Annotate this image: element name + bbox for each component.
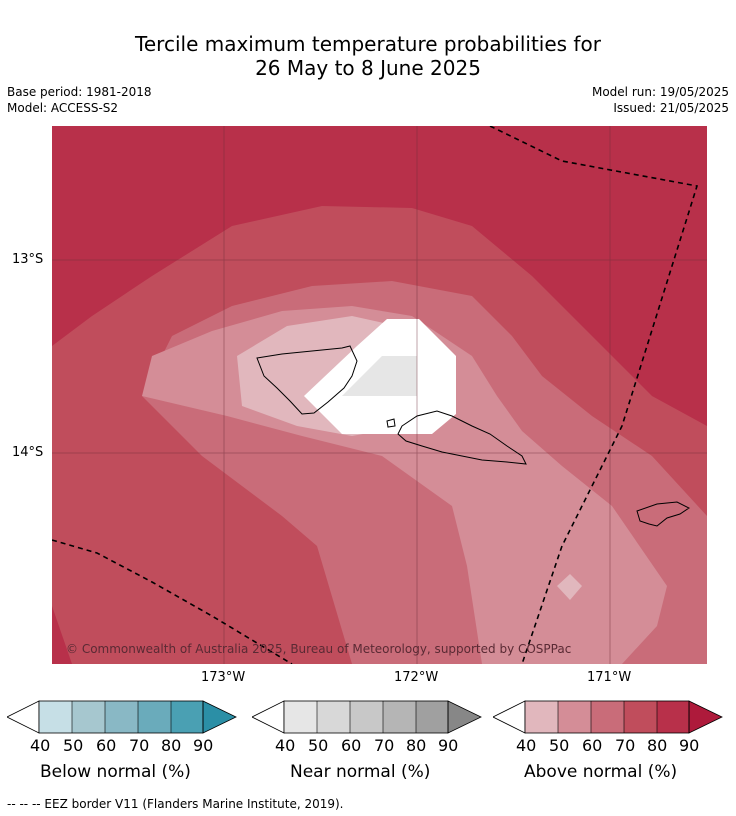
savaii-island xyxy=(256,345,358,415)
legend-below-tick-70: 70 xyxy=(129,736,150,755)
legend-near-tick-60: 60 xyxy=(341,736,362,755)
legend-near-tick-40: 40 xyxy=(275,736,296,755)
legend-below-tick-90: 90 xyxy=(193,736,214,755)
map-canvas xyxy=(52,126,707,664)
colorbar-below-normal xyxy=(6,700,237,734)
legend-above-tick-40: 40 xyxy=(516,736,537,755)
legend-below-caption: Below normal (%) xyxy=(40,762,191,782)
legend-above-tick-50: 50 xyxy=(549,736,570,755)
eez-footnote: -- -- -- EEZ border V11 (Flanders Marine… xyxy=(7,797,344,811)
zone-near-normal xyxy=(342,356,417,396)
legend-near-tick-70: 70 xyxy=(374,736,395,755)
legend-above-caption: Above normal (%) xyxy=(524,762,678,782)
legend-near-caption: Near normal (%) xyxy=(290,762,431,782)
lon-label-172w: 172°W xyxy=(394,670,439,685)
colorbar-near-normal xyxy=(251,700,482,734)
eez-border xyxy=(52,126,699,664)
model-label: Model: ACCESS-S2 xyxy=(7,101,119,115)
legend-below-tick-40: 40 xyxy=(30,736,51,755)
lon-label-171w: 171°W xyxy=(587,670,632,685)
legend-above-tick-80: 80 xyxy=(647,736,668,755)
colorbar-above-normal xyxy=(492,700,723,734)
chart-title-line2: 26 May to 8 June 2025 xyxy=(255,56,481,80)
legend-near-tick-50: 50 xyxy=(308,736,329,755)
legend-below-tick-50: 50 xyxy=(63,736,84,755)
islands xyxy=(256,345,690,527)
zone-above-40-small xyxy=(557,574,582,600)
model-run-label: Model run: 19/05/2025 xyxy=(591,85,729,99)
legend-below-normal xyxy=(6,700,237,740)
issued-label: Issued: 21/05/2025 xyxy=(613,101,729,115)
legend-above-tick-70: 70 xyxy=(615,736,636,755)
tutuila-island xyxy=(636,501,690,527)
upolu-island xyxy=(397,410,527,465)
graticule xyxy=(52,126,707,664)
probability-map[interactable] xyxy=(52,126,707,664)
legend-above-tick-90: 90 xyxy=(679,736,700,755)
legend-below-tick-60: 60 xyxy=(96,736,117,755)
chart-title-line1: Tercile maximum temperature probabilitie… xyxy=(135,32,601,56)
islet xyxy=(386,418,396,428)
copyright-notice: © Commonwealth of Australia 2025, Bureau… xyxy=(66,642,572,656)
legend-near-tick-90: 90 xyxy=(438,736,459,755)
lon-label-173w: 173°W xyxy=(201,670,246,685)
base-period-label: Base period: 1981-2018 xyxy=(7,85,152,99)
lat-label-14s: 14°S xyxy=(12,445,44,460)
legend-above-normal xyxy=(492,700,723,740)
legend-below-tick-80: 80 xyxy=(161,736,182,755)
legend-above-tick-60: 60 xyxy=(582,736,603,755)
legend-near-tick-80: 80 xyxy=(406,736,427,755)
lat-label-13s: 13°S xyxy=(12,252,44,267)
legend-near-normal xyxy=(251,700,482,740)
